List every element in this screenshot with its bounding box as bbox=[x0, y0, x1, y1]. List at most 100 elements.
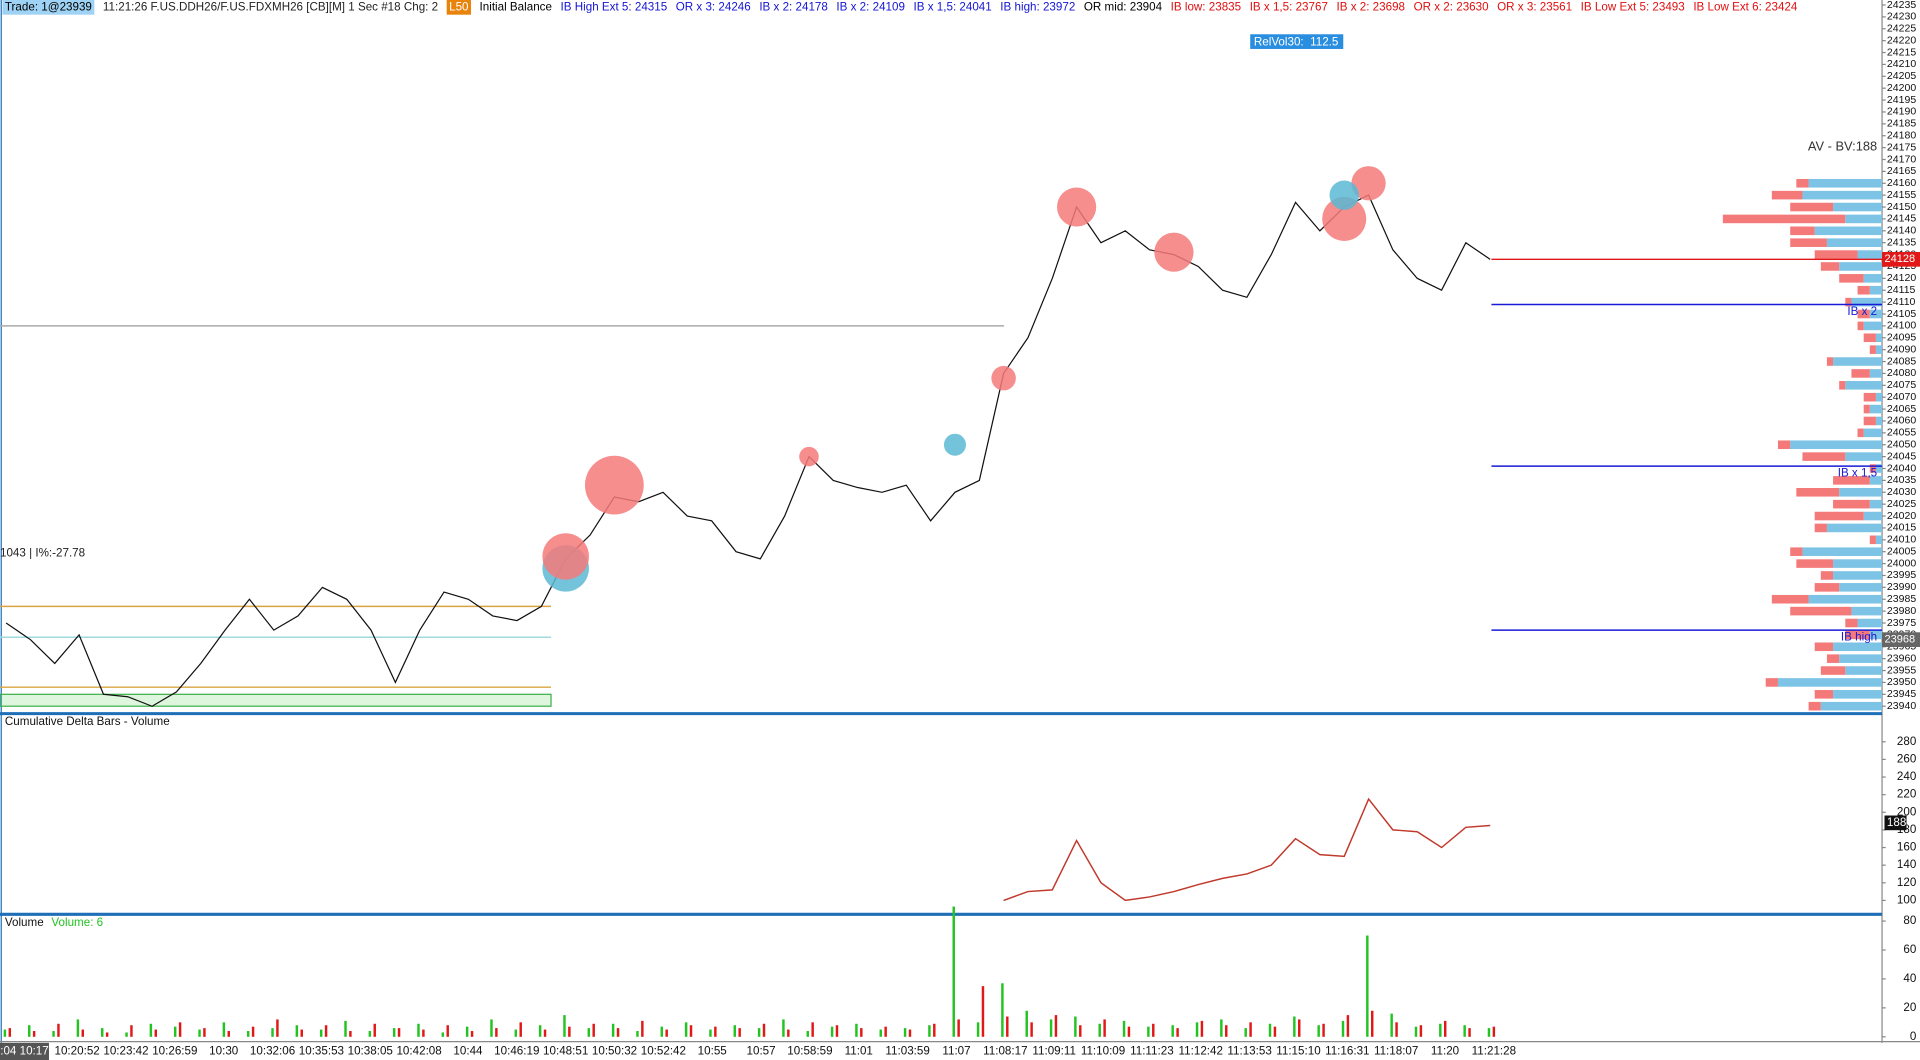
left-note: 1043 | I%:-27.78 bbox=[0, 546, 85, 559]
delta-tick-label: 200 bbox=[1897, 805, 1917, 818]
delta-pane-title: Cumulative Delta Bars - Volume bbox=[5, 715, 170, 728]
volume-bar-down bbox=[251, 1026, 255, 1037]
price-tick-label: 24085 bbox=[1887, 355, 1916, 367]
volume-bar-up bbox=[368, 1031, 372, 1037]
zone bbox=[0, 693, 552, 707]
profile-red bbox=[1863, 404, 1870, 414]
volume-bar-up bbox=[806, 1031, 809, 1037]
profile-red bbox=[1863, 333, 1876, 343]
price-tick-label: 24055 bbox=[1887, 427, 1916, 439]
profile-red bbox=[1820, 666, 1846, 675]
profile-red bbox=[1790, 202, 1834, 212]
header-item: IB Low Ext 6: 23424 bbox=[1693, 0, 1798, 13]
time-start-box bbox=[0, 1042, 49, 1060]
price-tick-label: 24080 bbox=[1887, 367, 1916, 379]
profile-red bbox=[1833, 476, 1870, 485]
volume-bar-down bbox=[1419, 1025, 1423, 1037]
volume-bar-up bbox=[392, 1028, 396, 1037]
price-tick-label: 24190 bbox=[1887, 106, 1916, 118]
volume-bar-down bbox=[933, 1023, 936, 1037]
profile-red bbox=[1869, 535, 1876, 545]
profile-red bbox=[1857, 321, 1864, 331]
time-label: 10:20:52 bbox=[55, 1045, 100, 1058]
volume-bar-down bbox=[203, 1028, 206, 1037]
volume-bar-down bbox=[1346, 1015, 1350, 1037]
price-tick-label: 23940 bbox=[1887, 700, 1916, 712]
header-text: OR mid: 23904 bbox=[1084, 0, 1163, 13]
volume-bubble bbox=[991, 365, 1016, 391]
profile-blue bbox=[1863, 511, 1883, 521]
header-item: 11:21:26 F.US.DDH26/F.US.FDXMH26 [CB][M]… bbox=[103, 0, 438, 13]
volume-bar-down bbox=[568, 1026, 571, 1037]
volume-bar-up bbox=[1001, 983, 1004, 1037]
volume-bar-up bbox=[1317, 1025, 1320, 1037]
profile-blue bbox=[1808, 178, 1883, 188]
volume-bar-up bbox=[1074, 1016, 1077, 1037]
time-label: 11:11:23 bbox=[1130, 1045, 1174, 1058]
profile-blue bbox=[1875, 416, 1883, 426]
volume-bar-down bbox=[32, 1031, 36, 1037]
profile-red bbox=[1845, 297, 1852, 307]
volume-bar-down bbox=[227, 1031, 230, 1037]
profile-blue bbox=[1875, 345, 1883, 354]
profile-red bbox=[1796, 178, 1809, 188]
delta-tick-label: 220 bbox=[1897, 788, 1917, 801]
volume-bar-down bbox=[519, 1022, 522, 1037]
time-label: 11:09:11 bbox=[1032, 1045, 1076, 1058]
profile-blue bbox=[1845, 666, 1883, 675]
price-tick-label: 24155 bbox=[1887, 189, 1916, 201]
profile-red bbox=[1826, 357, 1834, 366]
profile-red bbox=[1790, 238, 1827, 247]
time-label: 10:44 bbox=[453, 1045, 483, 1058]
volume-bar-down bbox=[397, 1028, 401, 1037]
header-item: IB low: 23835 bbox=[1171, 0, 1241, 13]
volume-bar-up bbox=[465, 1026, 469, 1037]
volume-bar-down bbox=[1249, 1022, 1252, 1037]
volume-bar-down bbox=[1103, 1019, 1106, 1037]
volume-bar-down bbox=[665, 1029, 668, 1037]
profile-red bbox=[1814, 523, 1827, 533]
price-tick-label: 24065 bbox=[1887, 403, 1916, 415]
volume-bar-down bbox=[1200, 1020, 1204, 1037]
time-label: 10:58:59 bbox=[787, 1045, 832, 1058]
profile-blue bbox=[1875, 535, 1883, 545]
profile-blue bbox=[1857, 250, 1883, 259]
volume-tick-label: 0 bbox=[1910, 1030, 1917, 1043]
time-label: 10:57 bbox=[747, 1045, 776, 1058]
volume-bar-up bbox=[76, 1019, 80, 1037]
price-tick-label: 24100 bbox=[1887, 320, 1916, 332]
volume-bar-down bbox=[957, 1019, 960, 1037]
profile-blue bbox=[1869, 369, 1883, 378]
volume-bar-up bbox=[1366, 935, 1369, 1037]
header-text: OR x 3: 24246 bbox=[676, 0, 751, 13]
volume-bar-up bbox=[295, 1025, 299, 1037]
profile-blue bbox=[1869, 404, 1883, 414]
price-tick-label: 24060 bbox=[1887, 415, 1916, 427]
volume-bubble bbox=[1351, 166, 1386, 201]
profile-blue bbox=[1845, 381, 1883, 390]
volume-bar-down bbox=[981, 986, 985, 1037]
volume-bar-up bbox=[538, 1025, 542, 1037]
price-tick-label: 23960 bbox=[1887, 652, 1916, 664]
profile-blue bbox=[1857, 618, 1883, 628]
volume-bar-down bbox=[178, 1022, 182, 1037]
delta-tick-label: 100 bbox=[1897, 894, 1917, 907]
header-item: Trade: 1@23939 bbox=[2, 0, 95, 15]
price-tick-label: 23945 bbox=[1887, 688, 1916, 700]
volume-bar-up bbox=[173, 1026, 177, 1037]
volume-bar-down bbox=[81, 1029, 85, 1037]
header-item: IB High Ext 5: 24315 bbox=[561, 0, 668, 13]
volume-bar-down bbox=[1152, 1023, 1155, 1037]
time-label: 10:50:32 bbox=[592, 1045, 637, 1058]
volume-bar-up bbox=[1439, 1023, 1442, 1037]
volume-tick-label: 80 bbox=[1903, 914, 1916, 927]
profile-red bbox=[1814, 511, 1864, 521]
profile-red bbox=[1771, 190, 1803, 200]
delta-line bbox=[1003, 797, 1491, 902]
delta-tick-label: 240 bbox=[1897, 770, 1917, 783]
profile-blue bbox=[1833, 357, 1883, 366]
price-tick-label: 24095 bbox=[1887, 332, 1916, 344]
volume-bar-up bbox=[1171, 1025, 1174, 1037]
volume-bar-down bbox=[446, 1025, 449, 1037]
